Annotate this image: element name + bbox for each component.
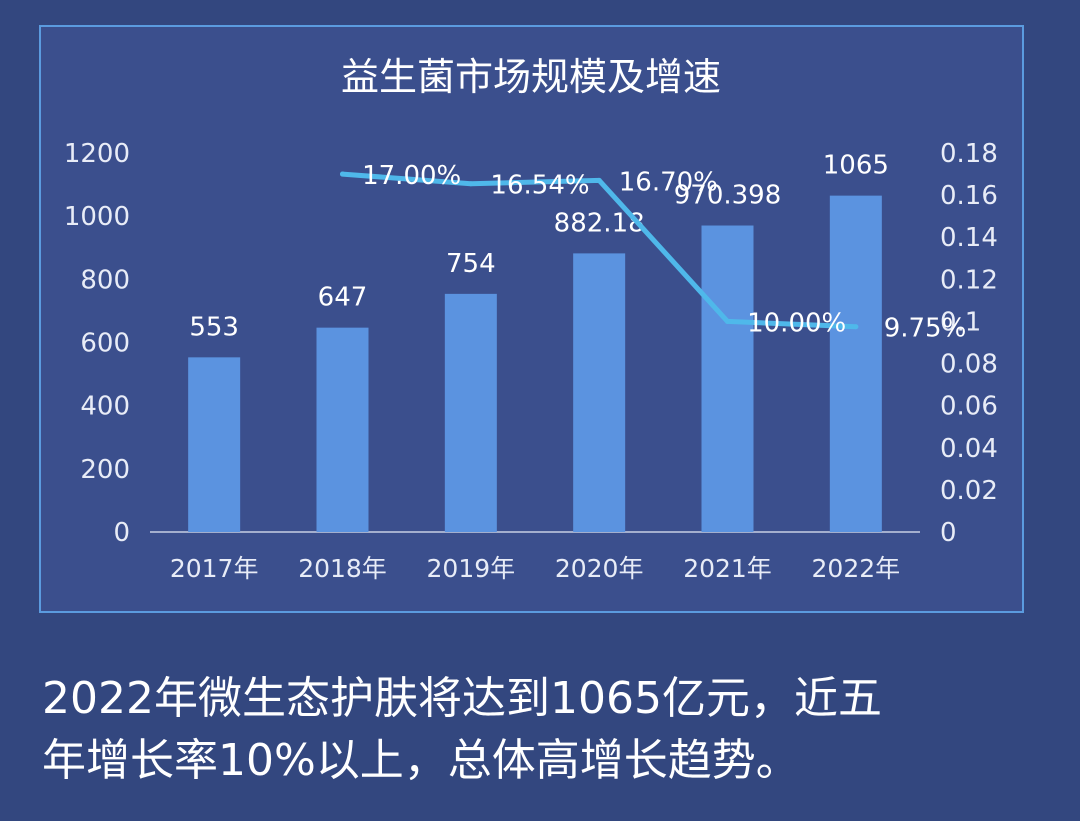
- x-axis-labels: 2017年 2018年 2019年 2020年 2021年 2022年: [170, 554, 900, 583]
- left-tick-label: 1000: [64, 202, 130, 232]
- bar: [573, 253, 626, 532]
- category-label: 2020年: [555, 554, 644, 583]
- left-tick-label: 200: [80, 455, 130, 485]
- right-tick-label: 0.04: [940, 434, 998, 464]
- category-label: 2021年: [683, 554, 772, 583]
- line-data-label: 16.54%: [490, 171, 589, 201]
- line-data-label: 16.70%: [619, 167, 718, 197]
- bar: [444, 293, 497, 532]
- right-tick-label: 0.14: [940, 223, 998, 253]
- right-tick-label: 0.08: [940, 350, 998, 380]
- left-tick-label: 600: [80, 329, 130, 359]
- bar: [316, 327, 369, 532]
- bar-series: [188, 195, 882, 532]
- caption-line-2: 年增长率10%以上，总体高增长趋势。: [42, 735, 800, 786]
- category-label: 2017年: [170, 554, 259, 583]
- chart-title: 益生菌市场规模及增速: [341, 55, 721, 99]
- bar-data-label: 553: [189, 312, 239, 342]
- right-tick-label: 0.12: [940, 265, 998, 295]
- left-tick-label: 0: [113, 518, 130, 548]
- caption-line-1: 2022年微生态护肤将达到1065亿元，近五: [42, 673, 882, 724]
- line-data-label: 10.00%: [747, 308, 846, 338]
- right-tick-label: 0: [940, 518, 957, 548]
- bar-data-label: 970.398: [674, 181, 782, 211]
- right-tick-label: 0.18: [940, 139, 998, 169]
- left-tick-label: 1200: [64, 139, 130, 169]
- category-label: 2019年: [427, 554, 516, 583]
- line-data-label: 9.75%: [884, 314, 967, 344]
- left-axis: 0 200 400 600 800 1000 1200: [64, 139, 130, 548]
- bar: [829, 195, 882, 532]
- bar: [188, 357, 241, 532]
- bar-data-label: 754: [446, 249, 496, 279]
- left-tick-label: 800: [80, 265, 130, 295]
- growth-rate-point: [853, 324, 859, 330]
- line-series: [340, 171, 859, 330]
- right-axis: 0 0.02 0.04 0.06 0.08 0.1 0.12 0.14 0.16 0.18: [940, 139, 998, 548]
- growth-rate-point: [468, 181, 474, 187]
- bar-data-label: 1065: [823, 151, 889, 181]
- right-tick-label: 0.16: [940, 181, 998, 211]
- bar: [701, 225, 754, 532]
- chart: 益生菌市场规模及增速 0 200 400 600 800 1000 1200 0 0.02 0.…: [39, 25, 1024, 613]
- right-tick-label: 0.06: [940, 392, 998, 422]
- bar-data-label: 647: [318, 283, 368, 313]
- category-label: 2022年: [812, 554, 901, 583]
- line-data-labels: 17.00% 16.54% 16.70% 10.00% 9.75%: [362, 161, 966, 344]
- line-data-label: 17.00%: [362, 161, 461, 191]
- left-tick-label: 400: [80, 392, 130, 422]
- growth-rate-point: [596, 177, 602, 183]
- right-tick-label: 0.02: [940, 476, 998, 506]
- category-label: 2018年: [298, 554, 387, 583]
- growth-rate-point: [340, 171, 345, 177]
- growth-rate-point: [725, 318, 730, 324]
- right-tick-label: 0.1: [940, 307, 981, 337]
- caption: 2022年微生态护肤将达到1065亿元，近五 年增长率10%以上，总体高增长趋势…: [42, 668, 1052, 792]
